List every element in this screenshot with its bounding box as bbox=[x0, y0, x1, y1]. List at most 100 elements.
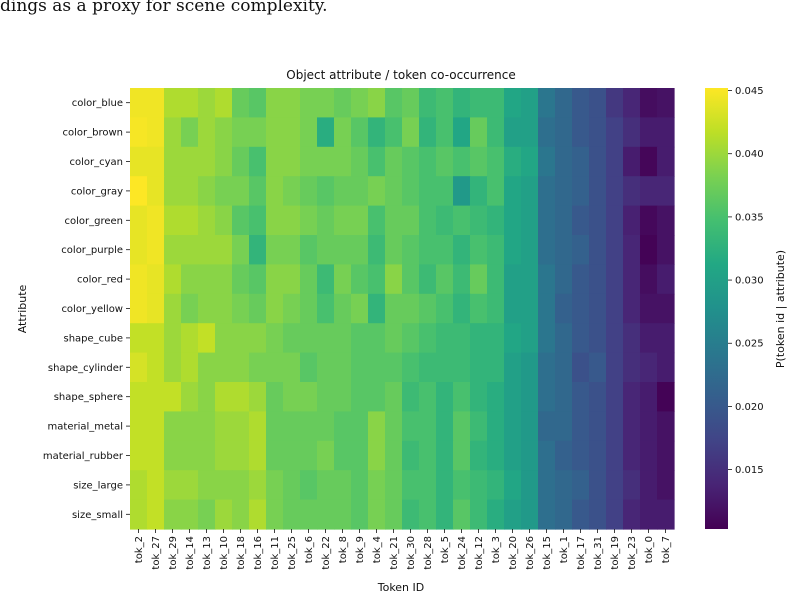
heatmap-cell bbox=[555, 470, 573, 501]
heatmap-cell bbox=[351, 88, 369, 118]
heatmap-cell bbox=[215, 440, 233, 471]
colorbar-tick-label: 0.025 bbox=[735, 339, 764, 350]
heatmap-cell bbox=[368, 411, 386, 442]
heatmap-cell bbox=[334, 176, 352, 207]
heatmap-cell bbox=[266, 352, 284, 383]
heatmap-cell bbox=[487, 293, 505, 324]
heatmap-cell bbox=[589, 235, 607, 265]
heatmap-cell bbox=[283, 205, 301, 236]
heatmap-cell bbox=[555, 323, 573, 354]
x-tick-label: tok_3 bbox=[491, 536, 502, 563]
heatmap-cell bbox=[351, 235, 369, 265]
heatmap-cell bbox=[385, 499, 403, 530]
heatmap-cell bbox=[334, 205, 352, 236]
heatmap-cell bbox=[198, 293, 216, 324]
heatmap-cell bbox=[453, 293, 471, 324]
heatmap-cell bbox=[147, 352, 165, 383]
x-tick-label: tok_28 bbox=[423, 536, 434, 570]
heatmap-cell bbox=[351, 264, 369, 295]
heatmap-cell bbox=[215, 470, 233, 501]
heatmap-cell bbox=[283, 146, 301, 177]
heatmap-cell bbox=[198, 440, 216, 471]
heatmap-cell bbox=[215, 293, 233, 324]
x-tick-label: tok_21 bbox=[389, 536, 400, 570]
heatmap-cell bbox=[453, 470, 471, 501]
heatmap-cell bbox=[368, 264, 386, 295]
heatmap-cell bbox=[198, 205, 216, 236]
y-tick-label: color_red bbox=[77, 275, 123, 286]
y-tick-label: color_gray bbox=[71, 186, 123, 197]
heatmap-cell bbox=[232, 293, 250, 324]
heatmap-cell bbox=[181, 205, 199, 236]
heatmap-cell bbox=[538, 235, 556, 265]
heatmap-cell bbox=[606, 382, 624, 412]
heatmap-cell bbox=[487, 235, 505, 265]
heatmap-cell bbox=[572, 499, 590, 530]
heatmap-cell bbox=[623, 440, 641, 471]
x-axis-label: Token ID bbox=[377, 581, 425, 594]
heatmap-cell bbox=[164, 293, 182, 324]
heatmap-cell bbox=[521, 264, 539, 295]
heatmap-cell bbox=[130, 411, 148, 442]
heatmap-cell bbox=[572, 470, 590, 501]
heatmap-cell bbox=[164, 117, 182, 148]
heatmap-cell bbox=[385, 117, 403, 148]
heatmap-cell bbox=[215, 411, 233, 442]
heatmap-cell bbox=[181, 264, 199, 295]
heatmap-cell bbox=[589, 382, 607, 412]
heatmap-cell bbox=[147, 440, 165, 471]
heatmap-cell bbox=[266, 293, 284, 324]
heatmap-cell bbox=[232, 235, 250, 265]
heatmap-cell bbox=[589, 323, 607, 354]
heatmap-cell bbox=[555, 176, 573, 207]
heatmap-cell bbox=[351, 117, 369, 148]
heatmap-cell bbox=[572, 146, 590, 177]
heatmap-cell bbox=[504, 117, 522, 148]
heatmap-cell bbox=[521, 382, 539, 412]
heatmap-cell bbox=[470, 146, 488, 177]
heatmap-cell bbox=[402, 382, 420, 412]
x-tick-label: tok_0 bbox=[644, 536, 655, 563]
heatmap-cell bbox=[640, 264, 658, 295]
heatmap-cell bbox=[623, 146, 641, 177]
heatmap-cell bbox=[198, 88, 216, 118]
heatmap-cell bbox=[198, 323, 216, 354]
heatmap-cell bbox=[130, 352, 148, 383]
heatmap-cell bbox=[436, 293, 454, 324]
heatmap-cell bbox=[538, 352, 556, 383]
heatmap-cell bbox=[657, 117, 675, 148]
heatmap-cell bbox=[266, 440, 284, 471]
heatmap-cell bbox=[657, 264, 675, 295]
heatmap-cell bbox=[487, 117, 505, 148]
heatmap-cell bbox=[198, 352, 216, 383]
y-tick-label: color_brown bbox=[63, 128, 124, 139]
heatmap-cell bbox=[368, 88, 386, 118]
heatmap-cell bbox=[215, 264, 233, 295]
heatmap-cell bbox=[283, 499, 301, 530]
heatmap-cell bbox=[538, 146, 556, 177]
heatmap-cell bbox=[402, 264, 420, 295]
heatmap-cell bbox=[521, 440, 539, 471]
heatmap-cell bbox=[623, 411, 641, 442]
heatmap-cell bbox=[198, 117, 216, 148]
heatmap-cell bbox=[572, 293, 590, 324]
heatmap-cell bbox=[555, 440, 573, 471]
y-axis-ticks: color_blue color_brown color_cyan color_gra… bbox=[43, 98, 130, 521]
heatmap-cell bbox=[589, 264, 607, 295]
heatmap-cell bbox=[402, 352, 420, 383]
heatmap-cell bbox=[266, 205, 284, 236]
heatmap-cell bbox=[232, 499, 250, 530]
heatmap-cell bbox=[436, 117, 454, 148]
heatmap-cell bbox=[402, 117, 420, 148]
heatmap-cell bbox=[368, 117, 386, 148]
heatmap-cell bbox=[657, 440, 675, 471]
heatmap-cell bbox=[555, 264, 573, 295]
heatmap-cell bbox=[368, 293, 386, 324]
heatmap-cell bbox=[249, 499, 267, 530]
heatmap-cell bbox=[130, 323, 148, 354]
heatmap-cell bbox=[606, 176, 624, 207]
heatmap-cell bbox=[181, 293, 199, 324]
heatmap-cell bbox=[317, 352, 335, 383]
heatmap-cell bbox=[589, 411, 607, 442]
